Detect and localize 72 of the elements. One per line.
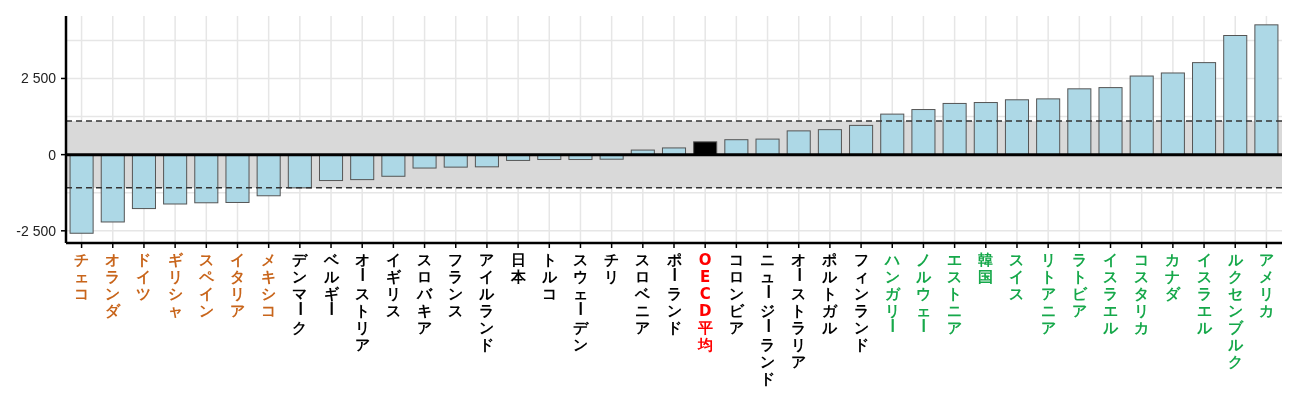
- bar: [1223, 35, 1248, 156]
- x-tick-label: ポーランド: [665, 251, 683, 337]
- x-tick-label: ベルギー: [322, 251, 341, 316]
- x-tick-label: アメリカ: [1258, 251, 1274, 320]
- x-tick-label: コロンビア: [728, 251, 745, 337]
- x-tick-label: リトアニア: [1040, 251, 1056, 337]
- bar: [849, 124, 874, 156]
- x-tick-label: ルクセンブルク: [1226, 251, 1244, 371]
- bar: [942, 102, 967, 156]
- x-tick-label: オランダ: [105, 251, 122, 320]
- y-tick-label: 2 500: [20, 70, 57, 87]
- bar: [69, 154, 94, 234]
- x-tick-label: フィンランド: [853, 251, 869, 354]
- bar: [1192, 62, 1217, 156]
- x-tick-label: スペイン: [197, 251, 215, 320]
- x-tick-label: ハンガリー: [883, 251, 902, 333]
- x-tick-label: ポルトガル: [821, 251, 839, 337]
- x-tick-label: デンマーク: [290, 251, 310, 337]
- x-tick-label: イスラエル: [1195, 251, 1213, 337]
- bar: [911, 109, 936, 156]
- x-tick-label: チリ: [604, 251, 620, 286]
- bar: [225, 154, 250, 203]
- x-tick-label: フランス: [448, 251, 464, 320]
- x-tick-label: ギリシャ: [167, 251, 184, 320]
- x-tick-label: ラトビア: [1071, 251, 1088, 320]
- bar: [350, 154, 375, 181]
- x-tick-label: イスラエル: [1102, 251, 1120, 337]
- bar: [1098, 87, 1123, 156]
- x-tick-label: オーストリア: [353, 251, 372, 354]
- x-tick-label: イタリア: [229, 251, 245, 320]
- x-tick-label: イギリス: [385, 251, 402, 320]
- x-tick-label: 韓国: [978, 251, 994, 286]
- x-tick-label: コスタリカ: [1134, 251, 1150, 337]
- bar: [1036, 98, 1061, 156]
- x-tick-label: メキシコ: [261, 251, 277, 320]
- x-tick-label: チェコ: [74, 251, 90, 303]
- bar: [194, 154, 219, 204]
- x-tick-label: オーストラリア: [789, 251, 808, 371]
- bar: [973, 102, 998, 156]
- bar: [256, 154, 281, 197]
- bar: [817, 129, 842, 156]
- x-tick-label: OECD平均: [696, 251, 713, 354]
- bar: [1004, 99, 1030, 156]
- bar: [755, 138, 780, 156]
- x-tick-label: ドイツ: [136, 251, 152, 303]
- x-tick-label: ニュージーランド: [758, 251, 777, 388]
- bar: [724, 139, 749, 156]
- x-tick-label: スウェーデン: [571, 251, 590, 354]
- bar: [412, 154, 437, 169]
- bar: [1067, 88, 1092, 156]
- y-tick-label: -2 500: [16, 222, 57, 239]
- bar: [163, 154, 188, 205]
- x-tick-label: エストニア: [947, 251, 963, 337]
- bar: [1160, 72, 1185, 156]
- x-tick-label: ノルウェー: [914, 251, 933, 333]
- x-tick-label: スイス: [1009, 251, 1025, 303]
- x-tick-label: スロバキア: [416, 251, 434, 337]
- bar: [786, 130, 811, 156]
- bar: [381, 154, 406, 177]
- x-tick-label: スロベニア: [634, 251, 652, 337]
- bar: [100, 154, 125, 223]
- x-tick-label: アイルランド: [478, 251, 496, 354]
- bar: [131, 154, 156, 210]
- bar: [1129, 75, 1154, 156]
- bar: [318, 154, 344, 182]
- x-tick-label: カナダ: [1165, 251, 1182, 303]
- bar: [880, 113, 905, 156]
- bar: [287, 154, 312, 189]
- x-tick-label: 日本: [509, 251, 527, 286]
- x-tick-label: トルコ: [540, 251, 558, 303]
- y-tick-label: 0: [48, 146, 57, 163]
- bar: [1254, 24, 1279, 156]
